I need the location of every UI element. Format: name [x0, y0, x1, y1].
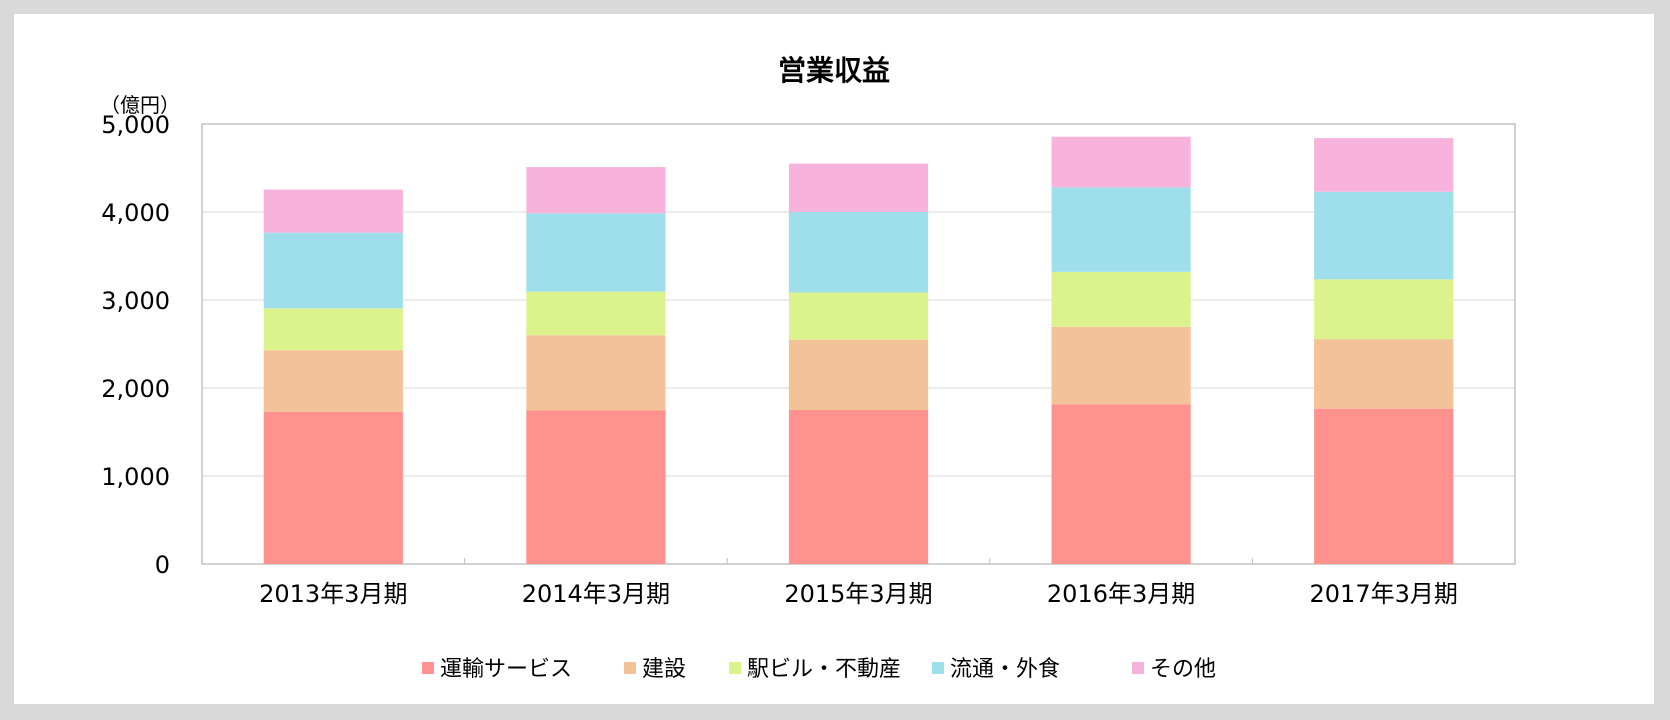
x-axis-ticks: 2013年3月期 2014年3月期 2015年3月期 2016年3月期 2017年3月期	[259, 558, 1458, 608]
y-tick-label: 2,000	[101, 375, 170, 403]
y-axis-ticks: 0 1,000 2,000 3,000 4,000 5,000	[101, 111, 170, 579]
bar-segment	[1314, 138, 1454, 192]
bar-segment	[1314, 408, 1454, 564]
legend-label: 駅ビル・不動産	[747, 657, 901, 682]
legend-label: 建設	[642, 657, 686, 682]
legend-swatch	[729, 662, 741, 674]
stacked-bar-chart: 営業収益 （億円） 0 1,000 2,000 3,000 4,000 5,000 201…	[100, 54, 1516, 682]
x-tick-label: 2015年3月期	[784, 580, 932, 608]
bar-segment	[263, 232, 403, 309]
bar-segment	[263, 308, 403, 351]
bar-segment	[788, 212, 929, 293]
legend: 運輸サービス 建設 駅ビル・不動産 流通・外食 その他	[422, 657, 1216, 682]
bar-segment	[263, 411, 403, 564]
bar-segment	[526, 213, 666, 292]
y-tick-label: 0	[155, 551, 170, 579]
bar-segment	[788, 339, 929, 410]
chart-frame: 営業収益 （億円） 0 1,000 2,000 3,000 4,000 5,000 201…	[14, 14, 1654, 704]
bar-segment	[1314, 279, 1454, 340]
legend-swatch	[932, 662, 944, 674]
legend-label: 運輸サービス	[440, 657, 572, 682]
y-tick-label: 5,000	[101, 111, 170, 139]
bar-segment	[1051, 404, 1191, 564]
bar-segment	[1051, 136, 1191, 188]
y-tick-label: 3,000	[101, 287, 170, 315]
bar-segment	[526, 167, 666, 214]
bar-segment	[526, 410, 666, 564]
y-tick-label: 1,000	[101, 463, 170, 491]
bar-segment	[1314, 191, 1454, 280]
bar-segment	[526, 335, 666, 411]
legend-swatch	[624, 662, 636, 674]
x-tick-label: 2016年3月期	[1047, 580, 1195, 608]
x-tick-label: 2014年3月期	[522, 580, 670, 608]
chart-title: 営業収益	[778, 54, 890, 87]
bar-segment	[526, 291, 666, 336]
bar-segment	[263, 189, 403, 233]
bar-segment	[1051, 271, 1191, 327]
y-axis-unit-label: （億円）	[100, 93, 180, 117]
bar-segment	[788, 163, 929, 212]
legend-swatch	[422, 662, 434, 674]
bar-segment	[1051, 326, 1191, 405]
bar-segment	[263, 350, 403, 412]
x-tick-label: 2017年3月期	[1310, 580, 1458, 608]
x-tick-label: 2013年3月期	[259, 580, 407, 608]
bar-segment	[1314, 339, 1454, 409]
legend-swatch	[1132, 662, 1144, 674]
legend-label: 流通・外食	[950, 657, 1060, 682]
legend-label: その他	[1150, 657, 1216, 682]
bar-segment	[788, 292, 929, 340]
bar-segment	[788, 410, 929, 564]
bar-series	[263, 136, 1454, 564]
bar-segment	[1051, 187, 1191, 272]
y-tick-label: 4,000	[101, 199, 170, 227]
